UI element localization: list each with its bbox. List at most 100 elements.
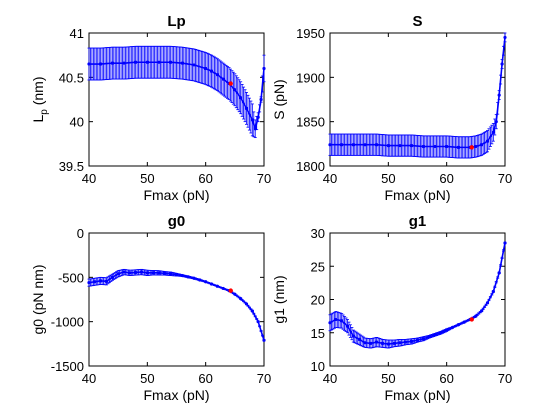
data-point	[345, 324, 350, 328]
y-tick-label: 41	[70, 26, 84, 41]
data-point	[363, 341, 367, 345]
data-point	[180, 61, 184, 65]
y-tick-label: 25	[311, 259, 325, 274]
data-point	[244, 302, 249, 306]
data-point	[221, 77, 225, 81]
y-tick-label: 15	[311, 326, 325, 341]
data-point	[174, 273, 179, 277]
chart-panel-g0: g0 40 50 60 70 -1500 -1000 -500 0 Fmax (pN) g0 (pN…	[30, 213, 271, 403]
data-point	[128, 271, 132, 275]
data-point	[110, 275, 114, 279]
y-axis-label: g0 (pN nm)	[30, 264, 46, 334]
highlight-point	[469, 145, 474, 150]
data-point	[215, 284, 219, 288]
data-point	[340, 319, 344, 323]
data-point	[163, 271, 167, 275]
axes-frame	[88, 232, 265, 367]
data-point	[369, 341, 373, 345]
data-point	[250, 118, 254, 122]
x-tick-label: 40	[82, 371, 96, 386]
x-tick-label: 50	[381, 171, 395, 186]
data-point	[404, 340, 408, 344]
data-point	[415, 338, 420, 342]
y-tick-label: 39.5	[59, 159, 84, 174]
data-point	[256, 115, 260, 119]
data-point	[122, 61, 126, 65]
y-axis-label-main: L	[30, 115, 46, 123]
data-point	[239, 96, 243, 100]
data-point	[439, 331, 443, 335]
highlight-point	[228, 288, 233, 293]
data-point	[485, 301, 490, 305]
y-axis-label-unit: (nm)	[30, 76, 46, 109]
data-point	[433, 144, 437, 149]
y-tick-label: 40	[70, 115, 84, 130]
data-point	[215, 73, 219, 77]
y-tick-label: 0	[77, 226, 84, 241]
y-tick-label: 1850	[296, 115, 325, 130]
data-point	[462, 320, 466, 324]
data-point	[104, 279, 109, 283]
data-point	[328, 143, 332, 147]
data-point	[328, 321, 332, 325]
data-point	[363, 143, 367, 147]
data-point	[122, 270, 126, 274]
chart-title: Lp	[167, 13, 185, 30]
data-point	[334, 317, 338, 322]
y-axis-label: S (pN)	[271, 79, 287, 119]
data-point	[497, 93, 501, 97]
data-point	[500, 62, 504, 66]
data-point	[456, 145, 460, 149]
chart-panel-s: S 40 50 60 70 1800 1850 1900 1950 Fmax (pN) S (pN)	[271, 13, 512, 203]
y-axis-label-subscript: p	[39, 109, 50, 115]
data-point	[239, 297, 243, 301]
data-point	[410, 144, 414, 148]
y-tick-label: 40.5	[59, 70, 84, 85]
data-point	[456, 323, 460, 327]
x-tick-label: 60	[439, 371, 453, 386]
x-axis-label: Fmax (pN)	[384, 387, 450, 403]
data-point	[351, 334, 355, 338]
y-tick-label: -500	[58, 270, 84, 285]
y-tick-label: 1950	[296, 26, 325, 41]
data-point	[145, 60, 149, 64]
y-tick-label: 20	[311, 293, 325, 308]
data-point	[209, 69, 214, 73]
data-point	[503, 35, 507, 40]
data-point	[139, 270, 144, 274]
chart-title: g1	[409, 213, 427, 230]
data-point	[474, 144, 478, 149]
data-point	[198, 278, 202, 282]
x-axis-label: Fmax (pN)	[143, 187, 209, 203]
data-point	[250, 309, 254, 313]
data-point	[433, 333, 437, 337]
data-point	[204, 280, 208, 284]
x-tick-label: 70	[498, 171, 512, 186]
series-line	[88, 271, 265, 341]
series-line	[329, 242, 506, 345]
data-point	[262, 338, 266, 342]
data-point	[186, 275, 190, 279]
data-point	[398, 341, 402, 345]
data-point	[480, 143, 484, 147]
data-point	[480, 309, 484, 313]
x-tick-label: 50	[140, 171, 154, 186]
y-tick-label: -1000	[51, 315, 84, 330]
data-point	[244, 106, 249, 110]
data-point	[445, 144, 449, 149]
y-tick-label: 1900	[296, 70, 325, 85]
data-point	[375, 143, 379, 147]
y-tick-label: -1500	[51, 359, 84, 374]
data-point	[497, 271, 501, 275]
data-point	[491, 289, 495, 294]
data-point	[357, 337, 361, 341]
chart-panel-g1: g1 40 50 60 70 10 15 20 25 30 Fmax (pN) g1 (nm)	[271, 213, 512, 403]
y-tick-label: 1800	[296, 159, 325, 174]
data-point	[87, 281, 91, 285]
x-tick-label: 60	[198, 371, 212, 386]
data-point	[110, 61, 114, 65]
data-point	[233, 88, 237, 92]
y-tick-label: 10	[311, 359, 325, 374]
